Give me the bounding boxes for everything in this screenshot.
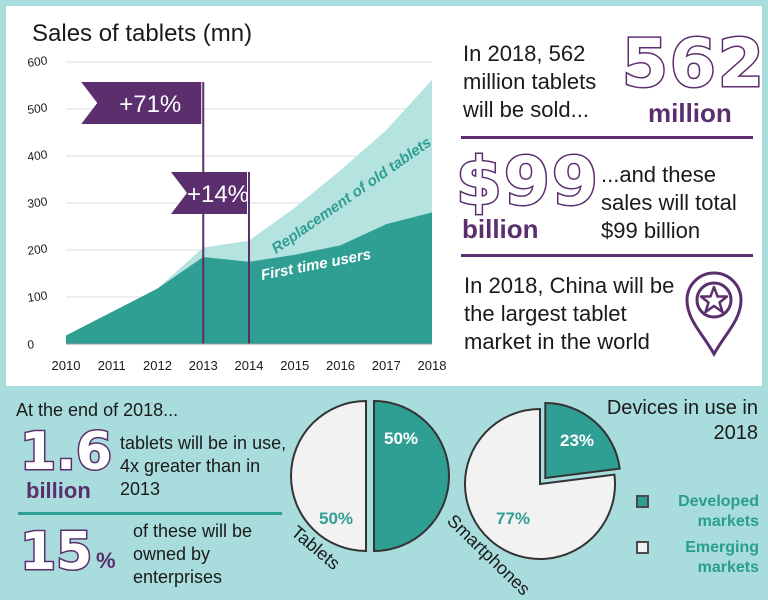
stat-562-unit: million [648,98,732,128]
y-tick-label: 500 [26,100,48,117]
bottom-heading: At the end of 2018... [16,400,179,420]
legend-developed-label: Developed markets [678,493,759,530]
chart-title: Sales of tablets (mn) [32,20,253,47]
x-tick-label: 2015 [280,358,309,373]
bottom-panel: At the end of 2018... 1.6 billion tablet… [0,388,768,600]
y-tick-label: 300 [26,194,48,211]
y-tick-label: 600 [26,53,48,70]
y-tick-label: 0 [26,337,35,352]
stat-1-6-big: 1.6 [18,421,113,484]
stat-15-big: 15 [18,521,93,584]
x-tick-label: 2012 [143,358,172,373]
legend-emerging-label: Emerging markets [685,539,759,576]
legend-developed: Developed markets [636,492,759,532]
x-tick-label: 2018 [418,358,446,373]
annotation-flag [171,172,247,214]
x-tick-label: 2011 [98,358,126,373]
top-panel: Sales of tablets (mn) 0 100 200 300 400 500 60… [6,6,765,386]
stat-99-unit: billion [462,214,539,244]
x-tick-label: 2010 [52,358,81,373]
x-tick-label: 2014 [235,358,264,373]
annotation-label: +14% [187,181,249,208]
y-tick-label: 400 [26,147,48,164]
area-chart: 0 100 200 300 400 500 600 +71% +14% 2010 2011 201… [26,53,446,373]
pie-slice-label: 50% [384,429,418,448]
y-tick-label: 100 [26,288,48,305]
stat-china-text: In 2018, China will be the largest table… [464,273,675,354]
map-pin-star-icon [685,271,743,358]
divider-1 [461,136,753,139]
pie-slice-label: 50% [319,509,353,528]
stat-15-unit: % [96,548,116,573]
bottom-divider [18,512,282,515]
stat-15-text: of these will be owned by enterprises [133,521,253,587]
legend-emerging-swatch [636,541,649,554]
device-pies: 50%50% 23%77% Tablets Smartphones [287,399,621,599]
pie-slice [544,401,621,480]
area-replacement [66,79,432,336]
pie-slice [290,399,367,553]
y-tick-label: 200 [26,241,48,258]
pie-slice-label: 77% [496,509,530,528]
devices-title: Devices in use in 2018 [606,397,758,444]
stat-562-text: In 2018, 562 million tablets will be sol… [463,41,597,122]
annotation-flag [81,82,202,124]
stat-562-big: 562 [621,24,766,103]
x-tick-label: 2017 [372,358,401,373]
divider-2 [461,254,753,257]
legend-developed-swatch [636,495,649,508]
annotation-label: +71% [119,91,181,118]
stat-99-big: $99 [455,142,600,221]
stat-99-text: ...and these sales will total $99 billio… [601,162,737,243]
pie-slice [464,407,616,560]
x-tick-label: 2013 [189,358,218,373]
legend-emerging: Emerging markets [636,538,759,578]
stat-1-6-unit: billion [26,478,91,503]
stat-1-6-text: tablets will be in use, 4x greater than … [120,433,287,499]
x-tick-label: 2016 [326,358,355,373]
pie-slice [373,399,450,553]
pie-slice-label: 23% [560,431,594,450]
